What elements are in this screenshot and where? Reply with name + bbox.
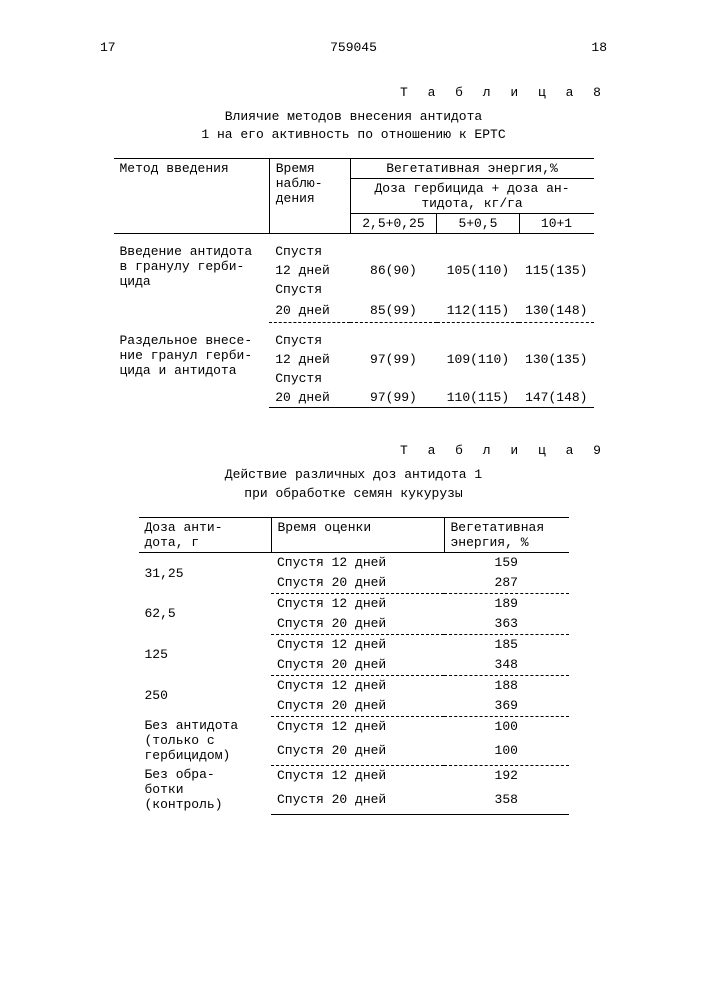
- page-header: 17 759045 18: [60, 40, 647, 55]
- t9-h-dose: Доза анти-дота, г: [139, 517, 272, 552]
- t8-dose1: 2,5+0,25: [350, 214, 437, 234]
- t9-ctrl: Без обра-ботки(контроль): [139, 765, 272, 814]
- t8-r1a-time: Спустя: [269, 242, 350, 261]
- t8-r1-method: Введение антидотав гранулу герби-цида: [114, 242, 270, 323]
- table8: Метод введения Времянаблю-дения Вегетати…: [114, 158, 594, 408]
- t8-dose2: 5+0,5: [437, 214, 519, 234]
- t9-h-time: Время оценки: [271, 517, 444, 552]
- table-row: Введение антидотав гранулу герби-цида Сп…: [114, 242, 594, 261]
- t9-h-veg: Вегетативнаяэнергия, %: [444, 517, 569, 552]
- t8-h-veg: Вегетативная энергия,%: [350, 159, 593, 179]
- t8-h-method: Метод введения: [114, 159, 270, 234]
- page-num-right: 18: [591, 40, 607, 55]
- table9-label: Т а б л и ц а 9: [60, 443, 647, 458]
- table8-title-line2: 1 на его активность по отношению к ЕРТС: [201, 127, 505, 142]
- t8-h-dose: Доза гербицида + доза ан-тидота, кг/га: [350, 179, 593, 214]
- table8-label: Т а б л и ц а 8: [60, 85, 647, 100]
- table-row: 31,25Спустя 12 дней159: [139, 552, 569, 572]
- doc-number: 759045: [330, 40, 377, 55]
- table-row: Раздельное внесе-ние гранул герби-цида и…: [114, 331, 594, 350]
- page-num-left: 17: [100, 40, 116, 55]
- table8-title-line1: Влиячие методов внесения антидота: [225, 109, 482, 124]
- table8-title: Влиячие методов внесения антидота 1 на е…: [60, 108, 647, 144]
- table-row: 250Спустя 12 дней188: [139, 675, 569, 695]
- t8-h-time: Времянаблю-дения: [269, 159, 350, 234]
- table9: Доза анти-дота, г Время оценки Вегетатив…: [139, 517, 569, 815]
- table-row: Без антидота(только сгербицидом) Спустя …: [139, 716, 569, 739]
- t8-dose3: 10+1: [519, 214, 593, 234]
- table-row: 125Спустя 12 дней185: [139, 634, 569, 654]
- table9-title-l2: при обработке семян кукурузы: [244, 486, 462, 501]
- t9-noant: Без антидота(только сгербицидом): [139, 716, 272, 765]
- t8-r2-method: Раздельное внесе-ние гранул герби-цида и…: [114, 331, 270, 408]
- table-row: Без обра-ботки(контроль) Спустя 12 дней …: [139, 765, 569, 790]
- table9-title: Действие различных доз антидота 1 при об…: [60, 466, 647, 502]
- table9-title-l1: Действие различных доз антидота 1: [225, 467, 482, 482]
- table-row: 62,5Спустя 12 дней189: [139, 593, 569, 613]
